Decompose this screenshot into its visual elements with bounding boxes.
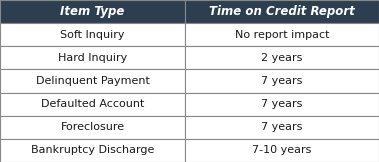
Text: 7 years: 7 years bbox=[261, 99, 303, 109]
Bar bbox=[185, 0, 379, 23]
Text: 7-10 years: 7-10 years bbox=[252, 145, 312, 155]
Text: Soft Inquiry: Soft Inquiry bbox=[60, 30, 125, 40]
Text: Foreclosure: Foreclosure bbox=[60, 122, 125, 132]
Bar bbox=[185, 93, 379, 116]
Bar bbox=[0, 116, 185, 139]
Text: Hard Inquiry: Hard Inquiry bbox=[58, 53, 127, 63]
Text: 7 years: 7 years bbox=[261, 122, 303, 132]
Bar bbox=[185, 23, 379, 46]
Bar bbox=[0, 46, 185, 69]
Text: No report impact: No report impact bbox=[235, 30, 329, 40]
Bar bbox=[185, 46, 379, 69]
Bar bbox=[185, 69, 379, 93]
Bar bbox=[185, 116, 379, 139]
Text: 2 years: 2 years bbox=[261, 53, 303, 63]
Bar bbox=[0, 0, 185, 23]
Bar bbox=[0, 93, 185, 116]
Text: Time on Credit Report: Time on Credit Report bbox=[209, 5, 355, 18]
Text: Delinquent Payment: Delinquent Payment bbox=[36, 76, 149, 86]
Text: Item Type: Item Type bbox=[60, 5, 125, 18]
Bar bbox=[0, 139, 185, 162]
Text: Defaulted Account: Defaulted Account bbox=[41, 99, 144, 109]
Text: Bankruptcy Discharge: Bankruptcy Discharge bbox=[31, 145, 154, 155]
Bar bbox=[0, 23, 185, 46]
Text: 7 years: 7 years bbox=[261, 76, 303, 86]
Bar bbox=[185, 139, 379, 162]
Bar bbox=[0, 69, 185, 93]
